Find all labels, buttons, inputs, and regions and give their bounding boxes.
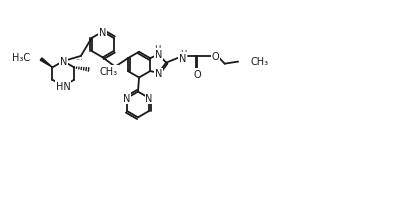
Text: ···: ··· (75, 56, 83, 65)
Text: N: N (99, 27, 106, 37)
Text: HN: HN (56, 82, 71, 92)
Text: CH₃: CH₃ (99, 67, 117, 77)
Text: N: N (155, 50, 162, 60)
Text: O: O (193, 70, 200, 79)
Text: CH₃: CH₃ (250, 57, 268, 66)
Text: N: N (145, 94, 152, 104)
Text: N: N (59, 57, 67, 67)
Text: N: N (123, 94, 130, 104)
Polygon shape (40, 59, 53, 68)
Text: H₃C: H₃C (12, 53, 30, 63)
Text: H: H (179, 49, 186, 58)
Text: O: O (211, 52, 219, 62)
Text: N: N (179, 54, 186, 64)
Text: N: N (154, 69, 162, 79)
Text: H: H (154, 45, 160, 54)
